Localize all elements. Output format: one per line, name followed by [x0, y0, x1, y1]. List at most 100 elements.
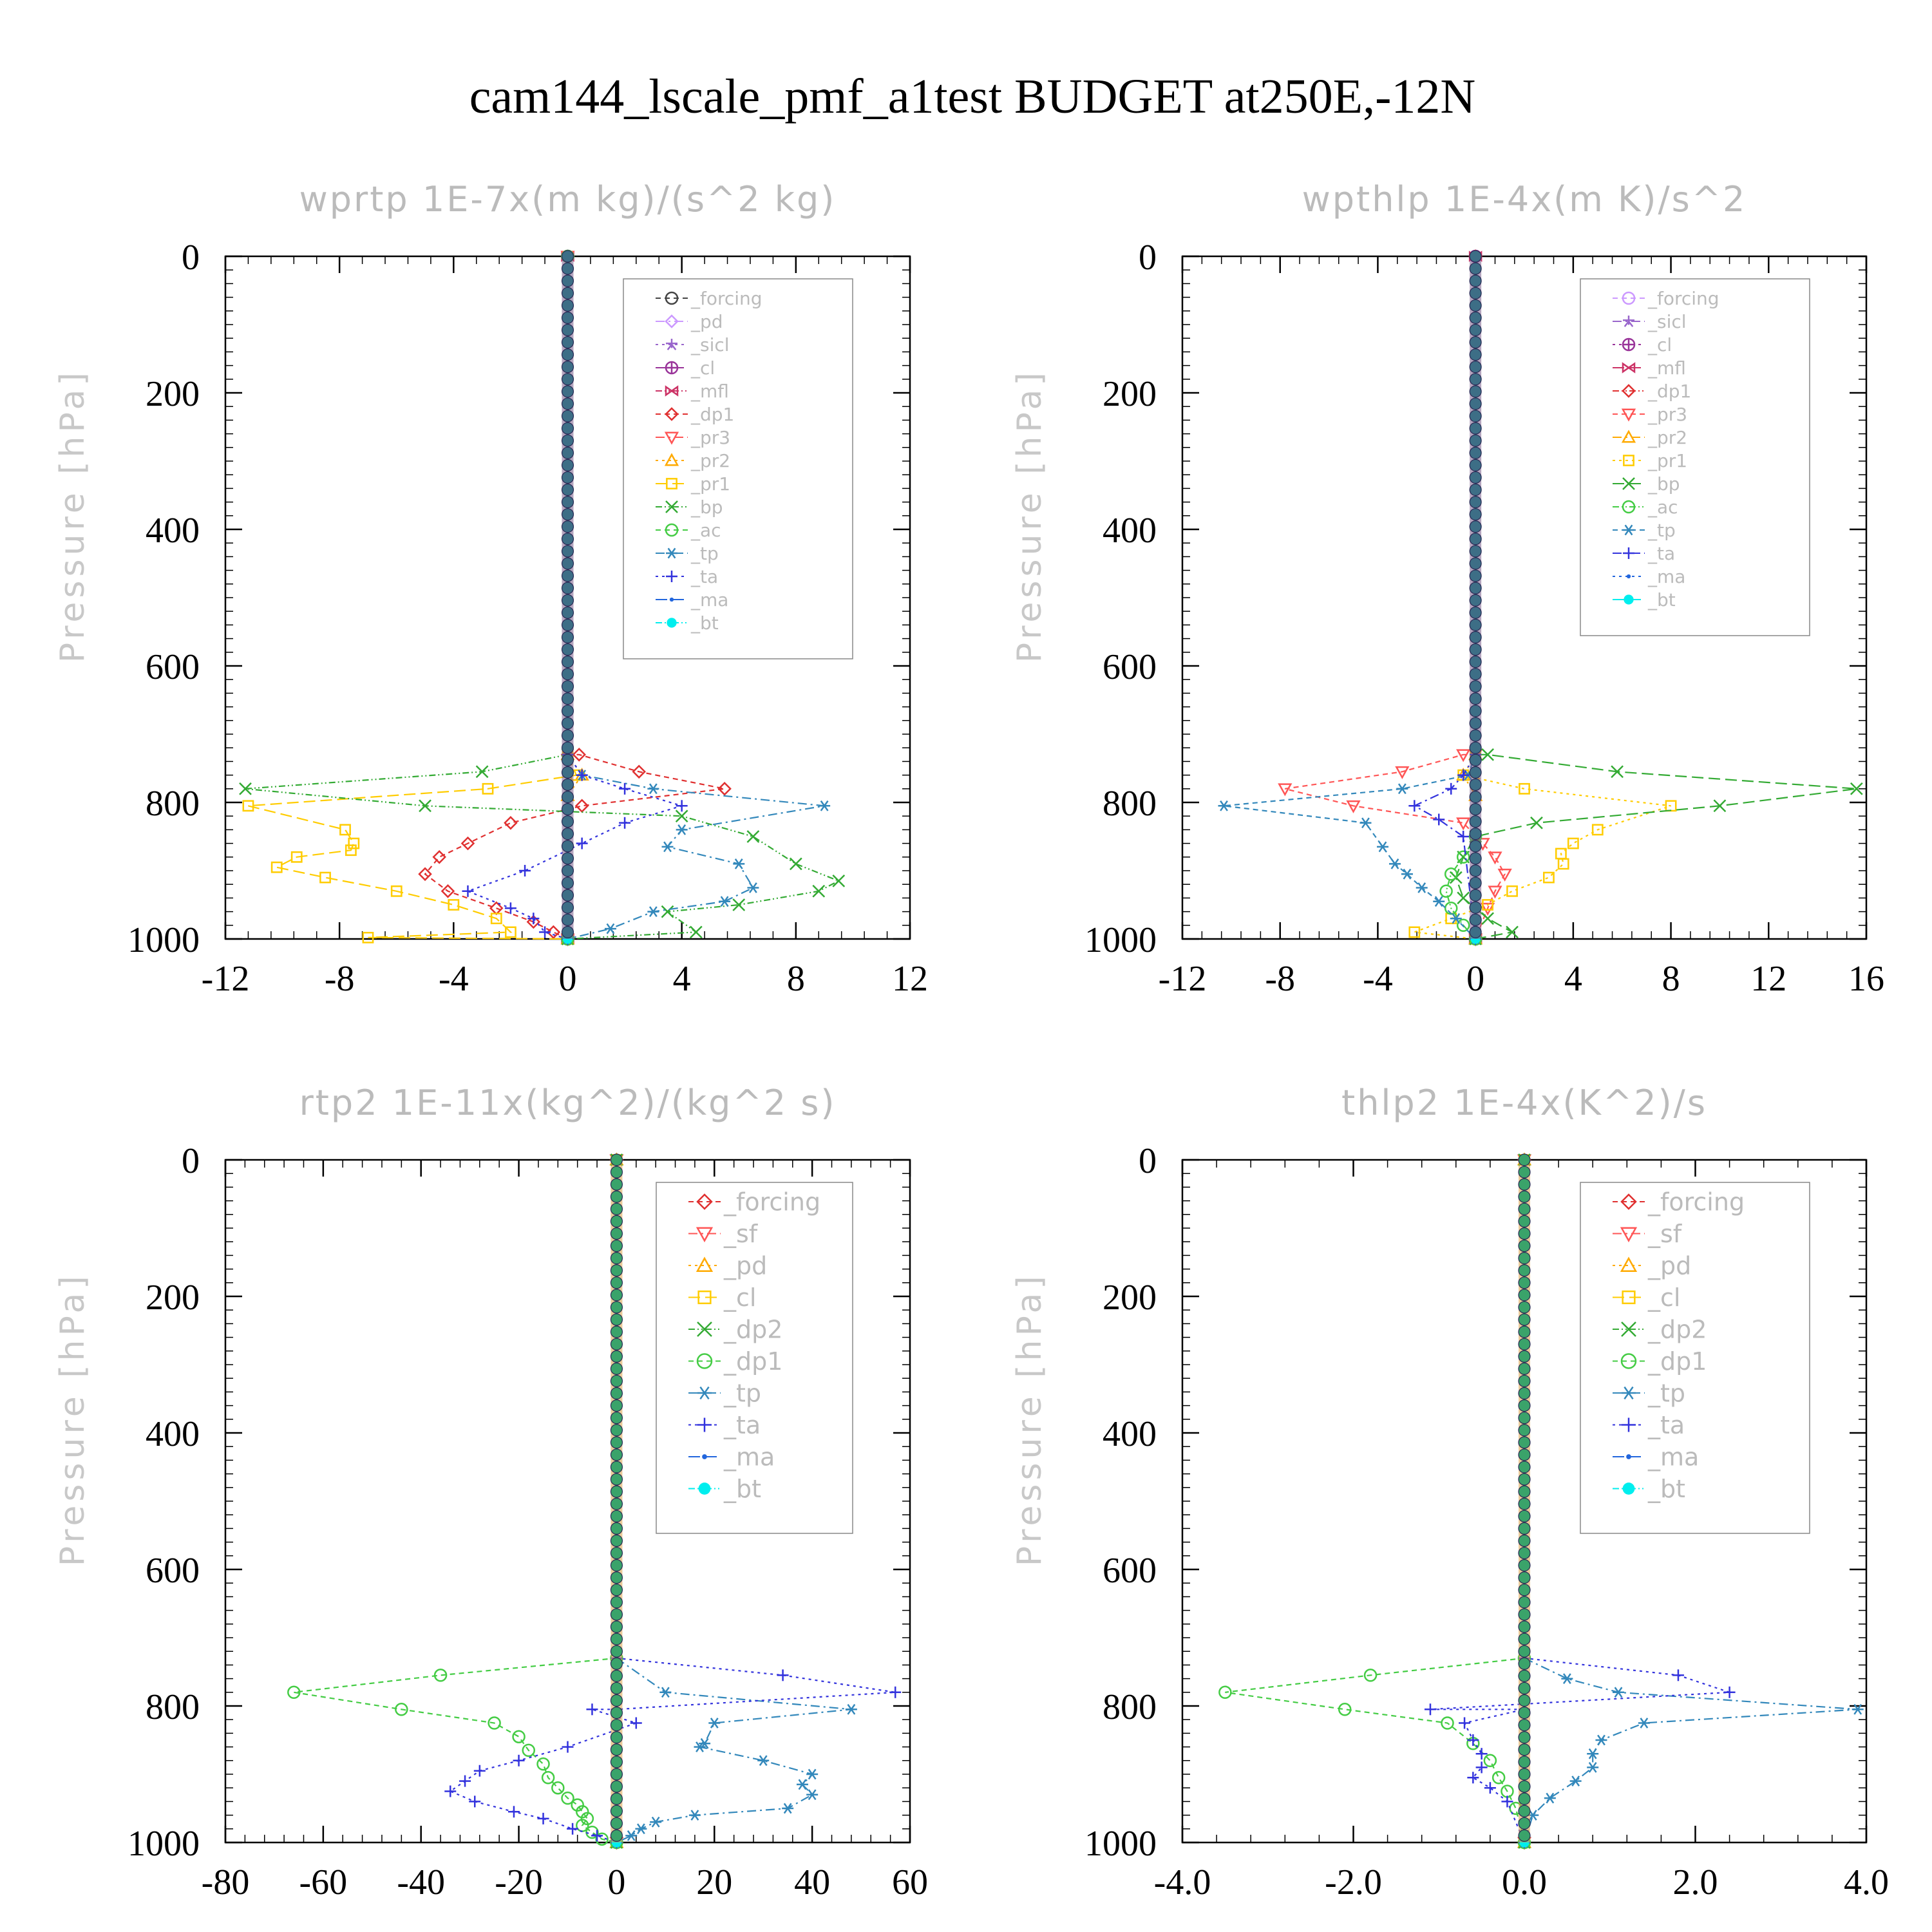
zero-marker — [1518, 1559, 1531, 1572]
legend-label: _bt — [1647, 589, 1676, 611]
data-point — [1713, 799, 1727, 813]
legend-marker — [1620, 1353, 1637, 1369]
legend-marker — [1624, 594, 1634, 605]
data-point — [647, 783, 659, 795]
x-tick-label: 20 — [696, 1862, 732, 1902]
zero-marker — [561, 630, 574, 644]
data-point — [1475, 1748, 1488, 1760]
legend-marker — [1622, 477, 1635, 490]
zero-marker — [1469, 582, 1482, 594]
y-tick-label: 600 — [146, 1551, 200, 1591]
zero-marker — [610, 1338, 623, 1350]
data-point — [619, 782, 631, 795]
x-tick-label: 12 — [1750, 959, 1786, 999]
data-point — [319, 871, 331, 884]
zero-marker — [561, 336, 574, 349]
zero-marker — [1469, 471, 1482, 484]
data-point — [1492, 1771, 1506, 1785]
data-point — [1456, 817, 1471, 831]
zero-marker — [1469, 594, 1482, 607]
x-tick-label: 4 — [673, 959, 691, 999]
data-point — [473, 1765, 486, 1777]
zero-marker — [561, 373, 574, 386]
data-point — [1480, 902, 1495, 916]
x-tick-label: 4.0 — [1844, 1862, 1889, 1902]
legend-label: _forcing — [1647, 288, 1719, 309]
zero-marker — [610, 1387, 623, 1400]
data-point — [345, 844, 357, 857]
series-line — [294, 1657, 617, 1844]
legend-label: _forcing — [1647, 1188, 1745, 1216]
data-point — [567, 1823, 579, 1835]
data-point — [1497, 868, 1512, 882]
data-point — [1569, 1776, 1582, 1786]
data-point — [1483, 1754, 1497, 1768]
zero-marker — [561, 753, 574, 766]
panel-title: rtp2 1E-11x(kg^2)/(kg^2 s) — [299, 1083, 837, 1123]
legend-item: _forcing — [1613, 1188, 1745, 1216]
data-point — [419, 799, 431, 813]
legend-label: _pd — [690, 311, 723, 332]
data-point — [694, 1741, 706, 1752]
data-point — [561, 1791, 574, 1805]
legend-item: _dp1 — [1613, 381, 1691, 402]
zero-marker — [610, 1608, 623, 1621]
legend-label: _cl — [1647, 1283, 1680, 1312]
zero-marker — [1518, 1325, 1531, 1338]
zero-marker — [561, 287, 574, 299]
zero-marker — [1518, 1608, 1531, 1621]
y-tick-label: 0 — [1139, 1141, 1157, 1181]
x-tick-label: 0 — [1466, 959, 1484, 999]
panels: wprtp 1E-7x(m kg)/(s^2 kg) Pressure [hPa]… — [53, 179, 1889, 1902]
legend-item: _tp — [688, 1379, 761, 1407]
zero-marker — [1469, 729, 1482, 742]
data-point — [1433, 896, 1445, 907]
zero-marker — [610, 1252, 623, 1265]
zero-marker — [561, 262, 574, 275]
zero-marker — [561, 385, 574, 398]
zero-marker — [610, 1669, 623, 1682]
zero-marker — [1469, 876, 1482, 889]
legend-marker — [1622, 291, 1636, 305]
data-point — [688, 1810, 701, 1821]
data-point — [1457, 891, 1470, 905]
zero-marker — [610, 1829, 623, 1842]
zero-marker — [1518, 1768, 1531, 1781]
legend-marker — [1622, 337, 1636, 352]
legend-label: _bt — [723, 1475, 761, 1503]
data-point — [536, 1757, 550, 1771]
legend-label: _cl — [690, 357, 715, 379]
data-point — [889, 1686, 902, 1698]
data-point — [819, 800, 831, 811]
zero-marker — [1469, 361, 1482, 374]
zero-marker — [610, 1424, 623, 1437]
legend-marker — [696, 1193, 713, 1210]
data-point — [459, 1775, 471, 1787]
zero-marker — [1518, 1719, 1531, 1732]
y-tick-label: 600 — [1103, 647, 1157, 687]
zero-marker — [1469, 434, 1482, 447]
panel-2: wpthlp 1E-4x(m K)/s^2 Pressure [hPa] -12 -8… — [1010, 179, 1884, 999]
data-point — [1456, 918, 1470, 933]
data-point — [287, 1685, 301, 1700]
legend-marker — [1622, 1386, 1636, 1400]
legend-marker — [1622, 362, 1636, 374]
y-tick-label: 400 — [146, 511, 200, 551]
data-point — [812, 884, 826, 898]
data-point — [586, 1703, 598, 1716]
zero-marker — [561, 459, 574, 471]
zero-marker — [561, 557, 574, 570]
data-point — [1481, 748, 1494, 761]
data-point — [789, 857, 802, 871]
legend-label: _dp1 — [723, 1347, 782, 1376]
zero-marker — [610, 1780, 623, 1793]
data-point — [1363, 1669, 1378, 1682]
zero-marker — [561, 348, 574, 361]
data-point — [469, 1795, 481, 1808]
zero-marker — [610, 1448, 623, 1461]
y-axis-label: Pressure [hPa] — [53, 1272, 92, 1566]
data-point — [1530, 816, 1543, 829]
zero-marker — [1469, 557, 1482, 570]
y-tick-label: 400 — [1103, 1414, 1157, 1454]
data-point — [782, 1803, 794, 1814]
